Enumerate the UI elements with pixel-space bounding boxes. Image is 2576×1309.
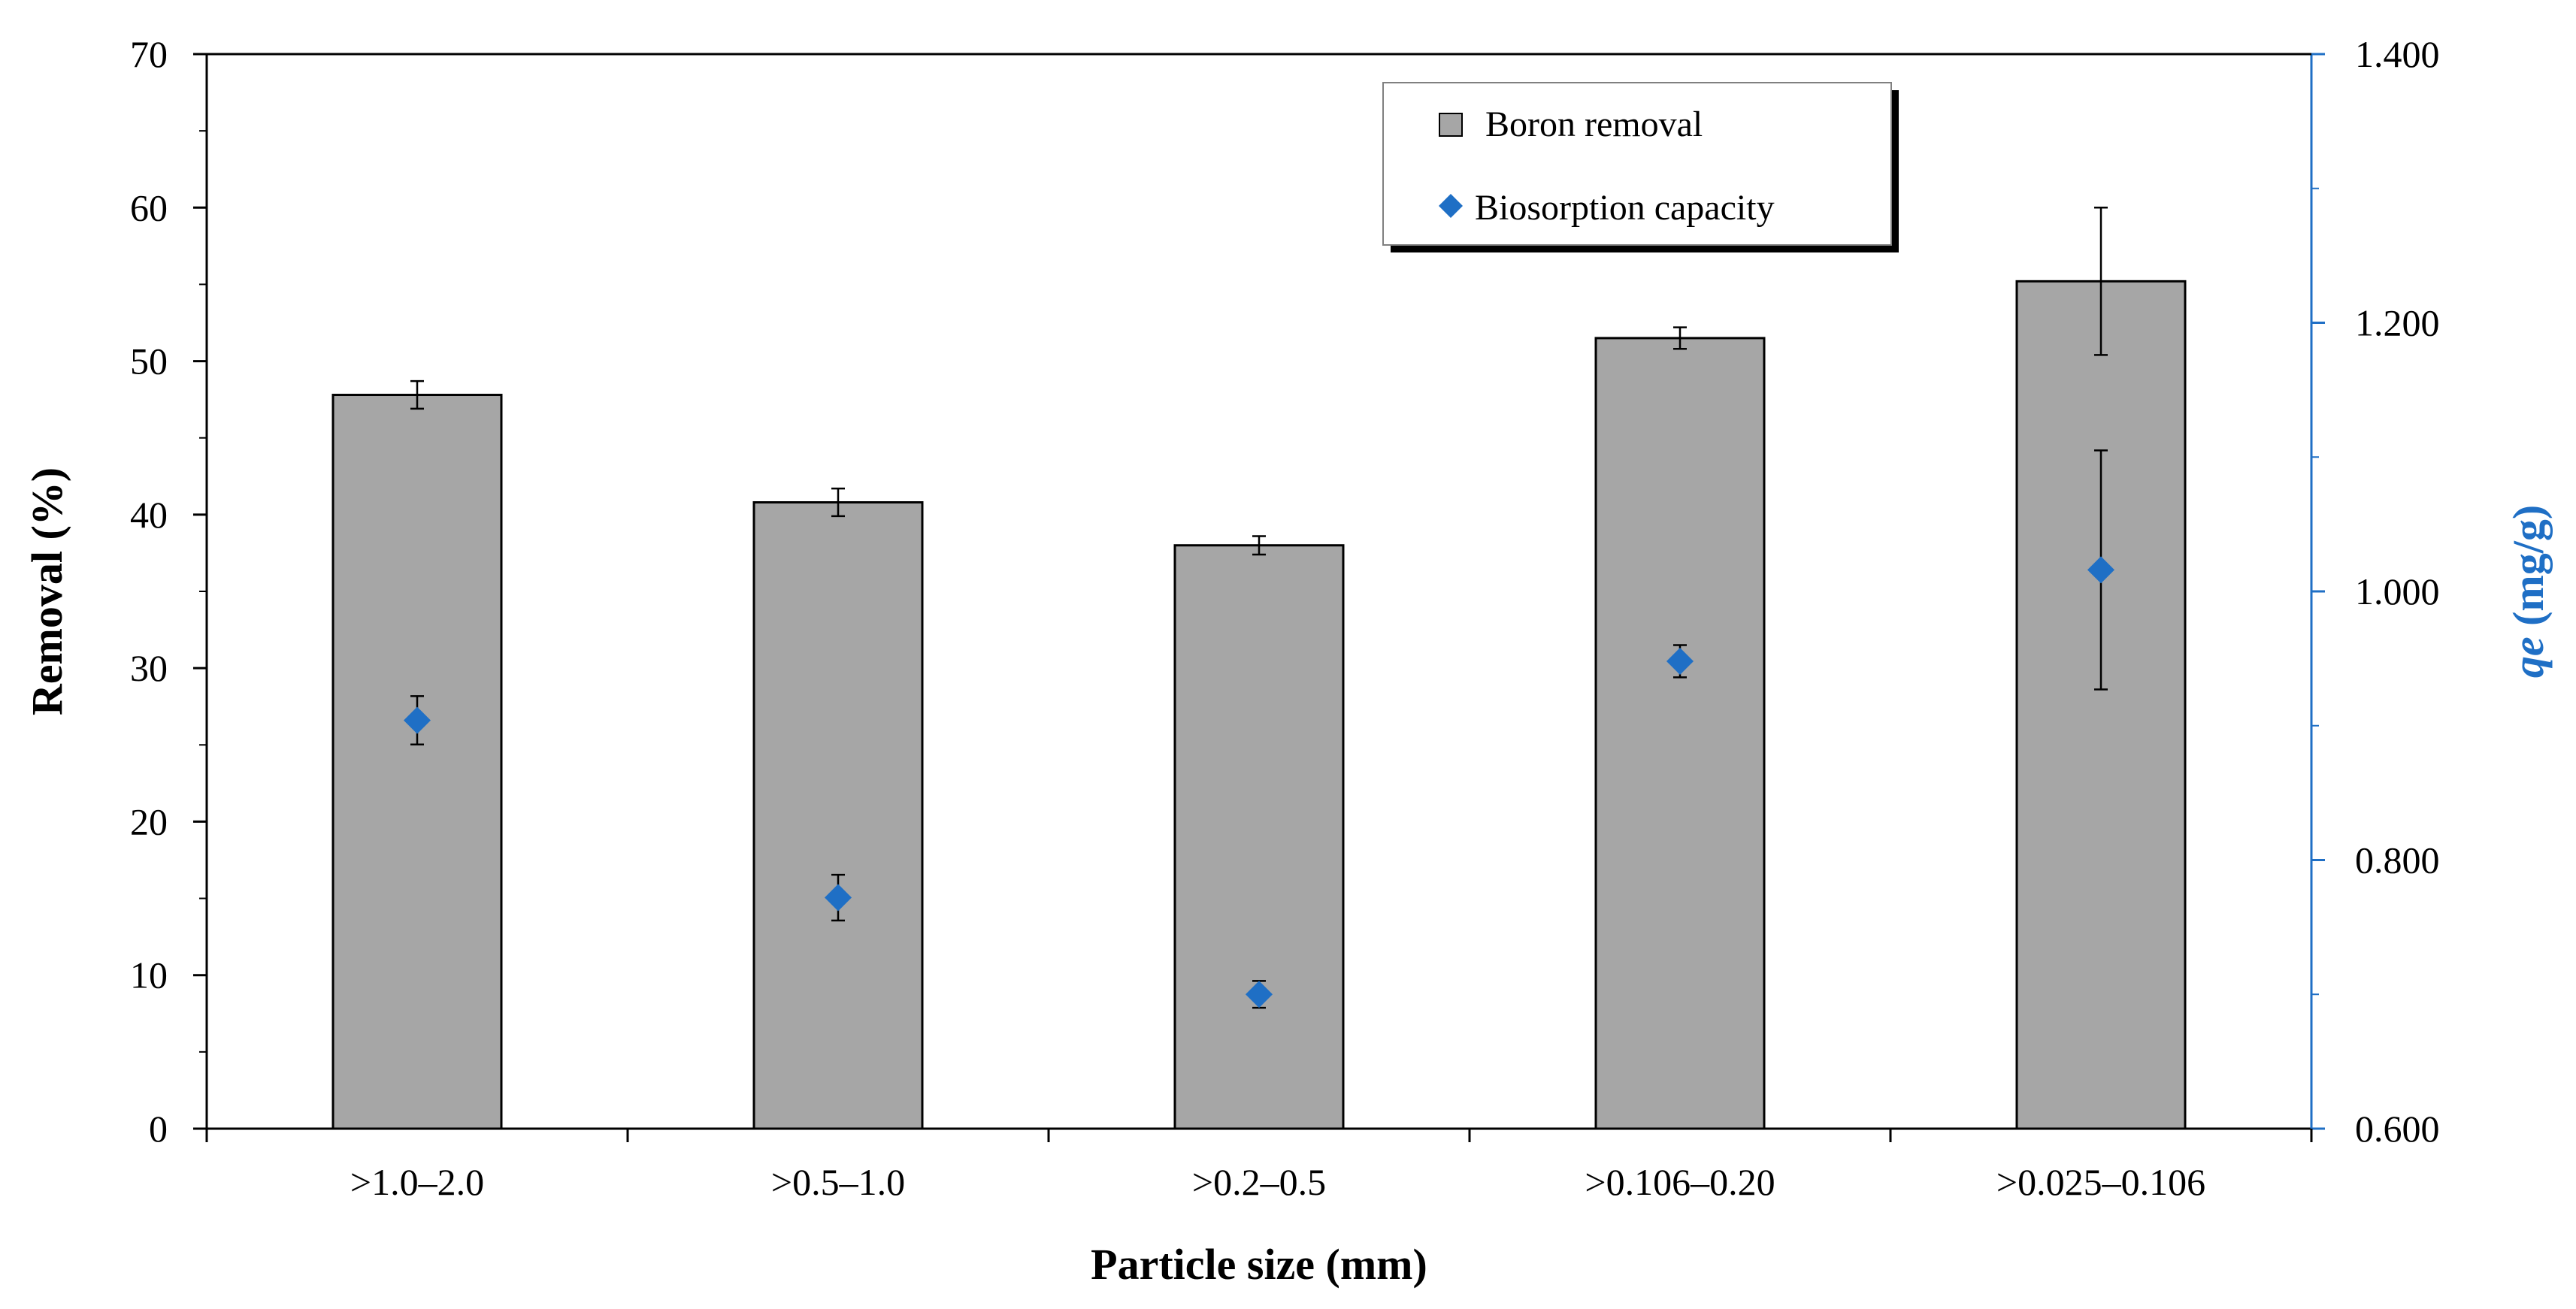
bar (2015, 280, 2187, 1130)
legend: Boron removal Biosorption capacity (1382, 82, 1899, 252)
y2-axis-title-symbol: qe (2504, 636, 2553, 678)
x-tick-label: >0.106–0.20 (1585, 1161, 1775, 1203)
data-point (825, 884, 852, 911)
y2-axis-title-unit: (mg/g) (2504, 505, 2553, 637)
y-axis-title: Removal (%) (23, 467, 71, 715)
data-point (404, 706, 431, 734)
data-point (1246, 981, 1273, 1008)
data-point (2087, 556, 2114, 584)
y2-tick-label: 1.000 (2355, 570, 2440, 612)
y-tick-label: 70 (130, 33, 168, 75)
y2-tick-label: 0.800 (2355, 839, 2440, 881)
bar (331, 394, 503, 1130)
y-tick-label: 40 (130, 494, 168, 536)
y-tick-label: 50 (130, 340, 168, 382)
x-tick-label: >0.025–0.106 (1996, 1161, 2205, 1203)
legend-label-biosorption-capacity: Biosorption capacity (1475, 188, 1775, 228)
x-tick-label: >0.5–1.0 (771, 1161, 905, 1203)
x-tick-label: >1.0–2.0 (350, 1161, 484, 1203)
y2-axis-title: qe (mg/g) (2504, 505, 2553, 678)
y-tick-label: 60 (130, 186, 168, 228)
y2-tick-label: 1.400 (2355, 33, 2440, 75)
legend-box (1382, 82, 1892, 246)
bar (1173, 544, 1345, 1130)
legend-label-boron-removal: Boron removal (1485, 104, 1703, 144)
y2-tick-label: 0.600 (2355, 1108, 2440, 1150)
y-tick-label: 30 (130, 647, 168, 689)
legend-diamond-marker (1439, 194, 1463, 218)
y-tick-label: 20 (130, 800, 168, 842)
bar (752, 501, 924, 1130)
y-tick-label: 10 (130, 954, 168, 996)
bars-layer (331, 207, 2187, 1130)
x-axis-title: Particle size (mm) (1091, 1240, 1427, 1289)
ticks-layer: 0 10 20 30 40 50 60 70 0.600 0.800 1.000 1.200 1.400… (130, 33, 2440, 1203)
legend-bar-swatch (1439, 113, 1463, 137)
y2-tick-label: 1.200 (2355, 302, 2440, 344)
data-point (1666, 647, 1694, 675)
y-tick-label: 0 (149, 1108, 168, 1150)
x-tick-label: >0.2–0.5 (1192, 1161, 1326, 1203)
points-layer (404, 449, 2114, 1009)
bar (1594, 337, 1766, 1130)
